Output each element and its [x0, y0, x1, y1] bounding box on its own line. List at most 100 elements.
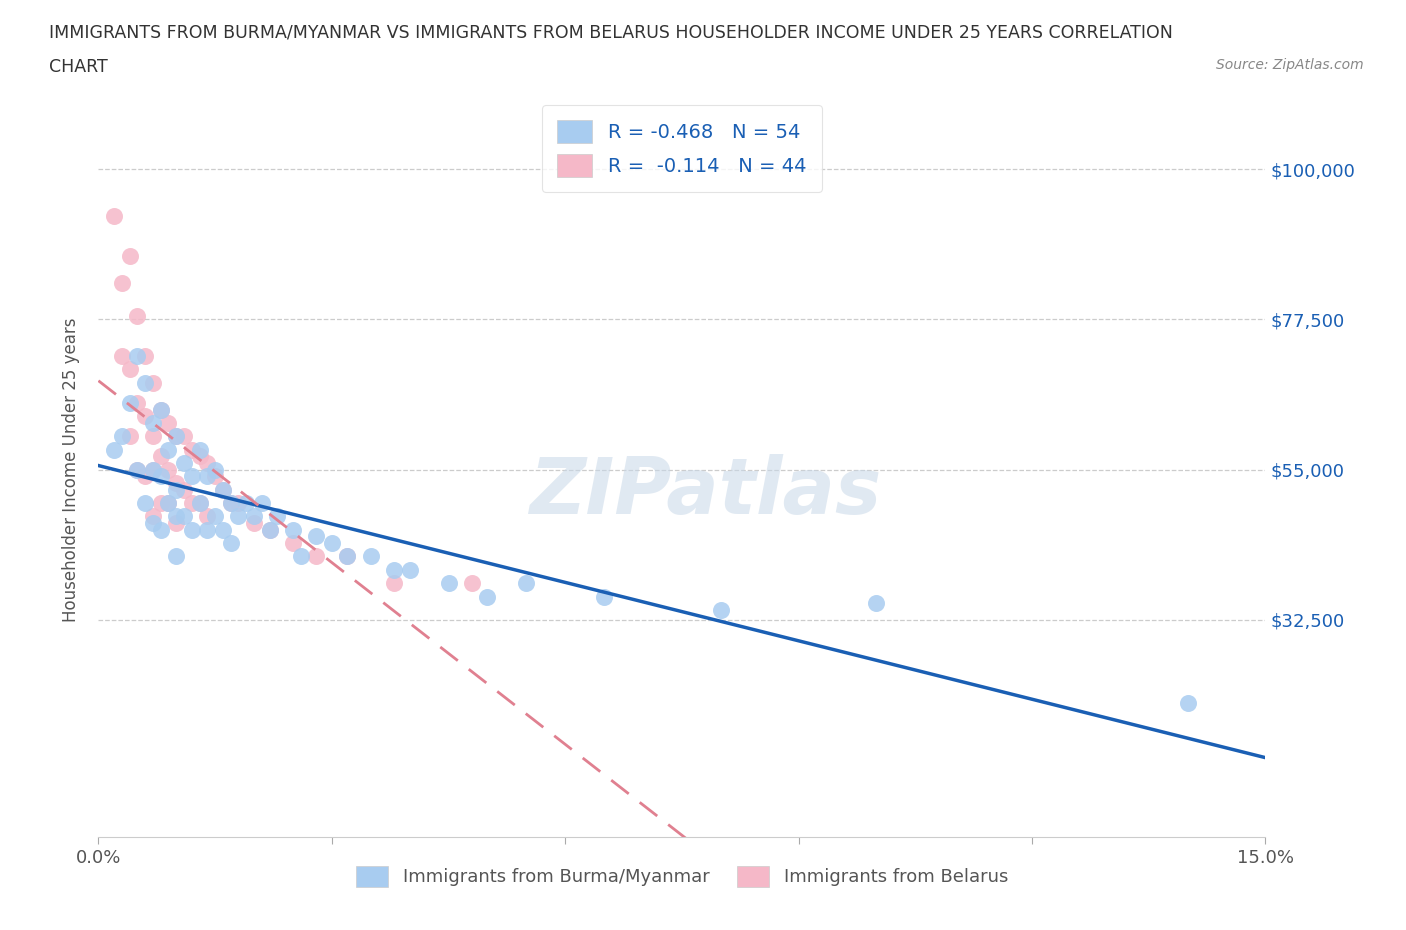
Point: [212, 483, 235, 498]
Point: [142, 376, 165, 391]
Point: [173, 509, 195, 524]
Point: [259, 523, 281, 538]
Point: [180, 496, 202, 511]
Point: [515, 576, 537, 591]
Point: [266, 509, 288, 524]
Point: [118, 395, 141, 410]
Point: [149, 402, 172, 417]
Point: [195, 509, 218, 524]
Point: [134, 349, 156, 364]
Point: [118, 429, 141, 444]
Point: [157, 416, 180, 431]
Point: [157, 462, 180, 477]
Point: [157, 442, 180, 457]
Point: [437, 576, 460, 591]
Point: [127, 462, 149, 477]
Point: [103, 442, 125, 457]
Point: [142, 515, 165, 530]
Point: [134, 469, 156, 484]
Point: [382, 576, 405, 591]
Point: [461, 576, 484, 591]
Text: IMMIGRANTS FROM BURMA/MYANMAR VS IMMIGRANTS FROM BELARUS HOUSEHOLDER INCOME UNDE: IMMIGRANTS FROM BURMA/MYANMAR VS IMMIGRA…: [49, 23, 1173, 41]
Point: [398, 563, 420, 578]
Point: [149, 496, 172, 511]
Point: [477, 589, 499, 604]
Point: [142, 416, 165, 431]
Point: [259, 523, 281, 538]
Point: [134, 409, 156, 424]
Point: [142, 462, 165, 477]
Point: [165, 515, 187, 530]
Point: [157, 496, 180, 511]
Point: [228, 509, 250, 524]
Point: [118, 362, 141, 377]
Point: [111, 429, 134, 444]
Point: [305, 529, 328, 544]
Point: [1177, 696, 1199, 711]
Point: [219, 496, 242, 511]
Point: [127, 309, 149, 324]
Point: [142, 509, 165, 524]
Point: [165, 429, 187, 444]
Point: [165, 429, 187, 444]
Point: [165, 509, 187, 524]
Point: [165, 549, 187, 564]
Point: [228, 496, 250, 511]
Point: [195, 456, 218, 471]
Text: CHART: CHART: [49, 58, 108, 75]
Point: [103, 208, 125, 223]
Point: [157, 496, 180, 511]
Point: [188, 449, 211, 464]
Point: [149, 402, 172, 417]
Point: [180, 442, 202, 457]
Point: [149, 449, 172, 464]
Point: [219, 496, 242, 511]
Point: [219, 536, 242, 551]
Text: Source: ZipAtlas.com: Source: ZipAtlas.com: [1216, 58, 1364, 72]
Point: [281, 536, 304, 551]
Point: [188, 496, 211, 511]
Point: [336, 549, 359, 564]
Point: [212, 483, 235, 498]
Point: [305, 549, 328, 564]
Point: [134, 496, 156, 511]
Point: [204, 462, 226, 477]
Point: [243, 515, 266, 530]
Point: [180, 469, 202, 484]
Point: [336, 549, 359, 564]
Point: [290, 549, 312, 564]
Point: [111, 275, 134, 290]
Point: [243, 509, 266, 524]
Point: [204, 509, 226, 524]
Point: [173, 429, 195, 444]
Point: [250, 496, 273, 511]
Point: [127, 462, 149, 477]
Point: [382, 563, 405, 578]
Point: [204, 469, 226, 484]
Point: [149, 523, 172, 538]
Point: [281, 523, 304, 538]
Y-axis label: Householder Income Under 25 years: Householder Income Under 25 years: [62, 317, 80, 622]
Point: [165, 475, 187, 490]
Point: [165, 483, 187, 498]
Point: [321, 536, 343, 551]
Point: [173, 456, 195, 471]
Point: [360, 549, 382, 564]
Point: [195, 523, 218, 538]
Point: [235, 496, 257, 511]
Point: [180, 523, 202, 538]
Point: [149, 469, 172, 484]
Point: [195, 469, 218, 484]
Text: ZIPatlas: ZIPatlas: [529, 454, 882, 530]
Point: [134, 376, 156, 391]
Point: [212, 523, 235, 538]
Point: [188, 496, 211, 511]
Point: [710, 603, 733, 618]
Point: [188, 442, 211, 457]
Point: [111, 349, 134, 364]
Point: [142, 462, 165, 477]
Point: [118, 248, 141, 263]
Point: [173, 483, 195, 498]
Legend: Immigrants from Burma/Myanmar, Immigrants from Belarus: Immigrants from Burma/Myanmar, Immigrant…: [349, 858, 1015, 894]
Point: [593, 589, 616, 604]
